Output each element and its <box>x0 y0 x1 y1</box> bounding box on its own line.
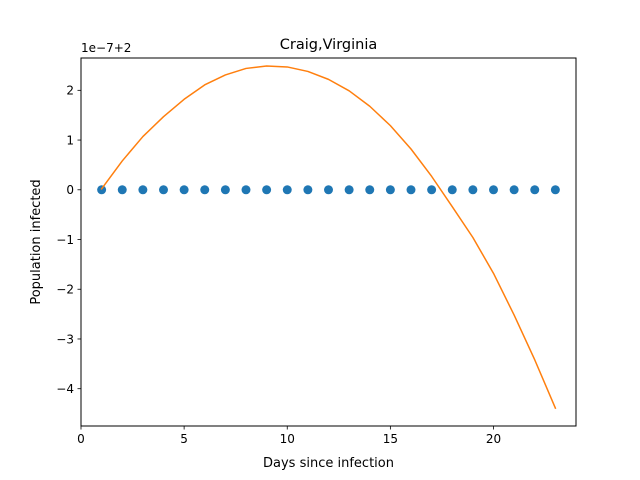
y-axis-offset-label: 1e−7+2 <box>81 41 131 55</box>
scatter-point <box>200 185 210 195</box>
scatter-point <box>447 185 457 195</box>
axes-frame <box>80 57 577 427</box>
scatter-point <box>406 185 416 195</box>
chart-title: Craig,Virginia <box>280 37 378 53</box>
x-axis: 0 5 10 15 20 <box>77 426 501 446</box>
scatter-point <box>220 185 230 195</box>
scatter-point <box>385 185 395 195</box>
y-axis-label: Population infected <box>29 179 44 304</box>
scatter-point <box>550 185 560 195</box>
x-tick-label: 15 <box>383 432 398 446</box>
y-tick-label: 2 <box>66 84 74 98</box>
scatter-point <box>468 185 478 195</box>
scatter-point <box>509 185 519 195</box>
series-line <box>100 65 557 410</box>
scatter-point <box>282 185 292 195</box>
scatter-point <box>489 185 498 195</box>
scatter-point <box>159 185 168 195</box>
scatter-point <box>303 185 313 195</box>
plot-area <box>97 65 560 410</box>
y-tick-label: −2 <box>56 283 74 297</box>
x-tick-label: 5 <box>180 432 188 446</box>
scatter-point <box>97 185 107 195</box>
x-tick-label: 20 <box>486 432 501 446</box>
scatter-point <box>117 185 127 195</box>
y-axis: −4 −3 −2 −1 0 1 2 <box>56 84 81 396</box>
scatter-point <box>427 185 437 195</box>
scatter-point <box>530 185 540 195</box>
scatter-point <box>365 185 375 195</box>
y-tick-label: −4 <box>56 382 74 396</box>
scatter-point <box>179 185 189 195</box>
y-tick-label: −1 <box>56 233 74 247</box>
x-tick-label: 0 <box>77 432 85 446</box>
scatter-point <box>262 185 272 195</box>
y-tick-label: 1 <box>66 133 74 147</box>
scatter-point <box>241 185 251 195</box>
y-tick-label: −3 <box>56 332 74 346</box>
scatter-point <box>324 185 333 195</box>
scatter-point <box>344 185 354 195</box>
x-axis-label: Days since infection <box>263 456 394 471</box>
scatter-point <box>138 185 148 195</box>
y-tick-label: 0 <box>66 183 74 197</box>
x-tick-label: 10 <box>280 432 295 446</box>
